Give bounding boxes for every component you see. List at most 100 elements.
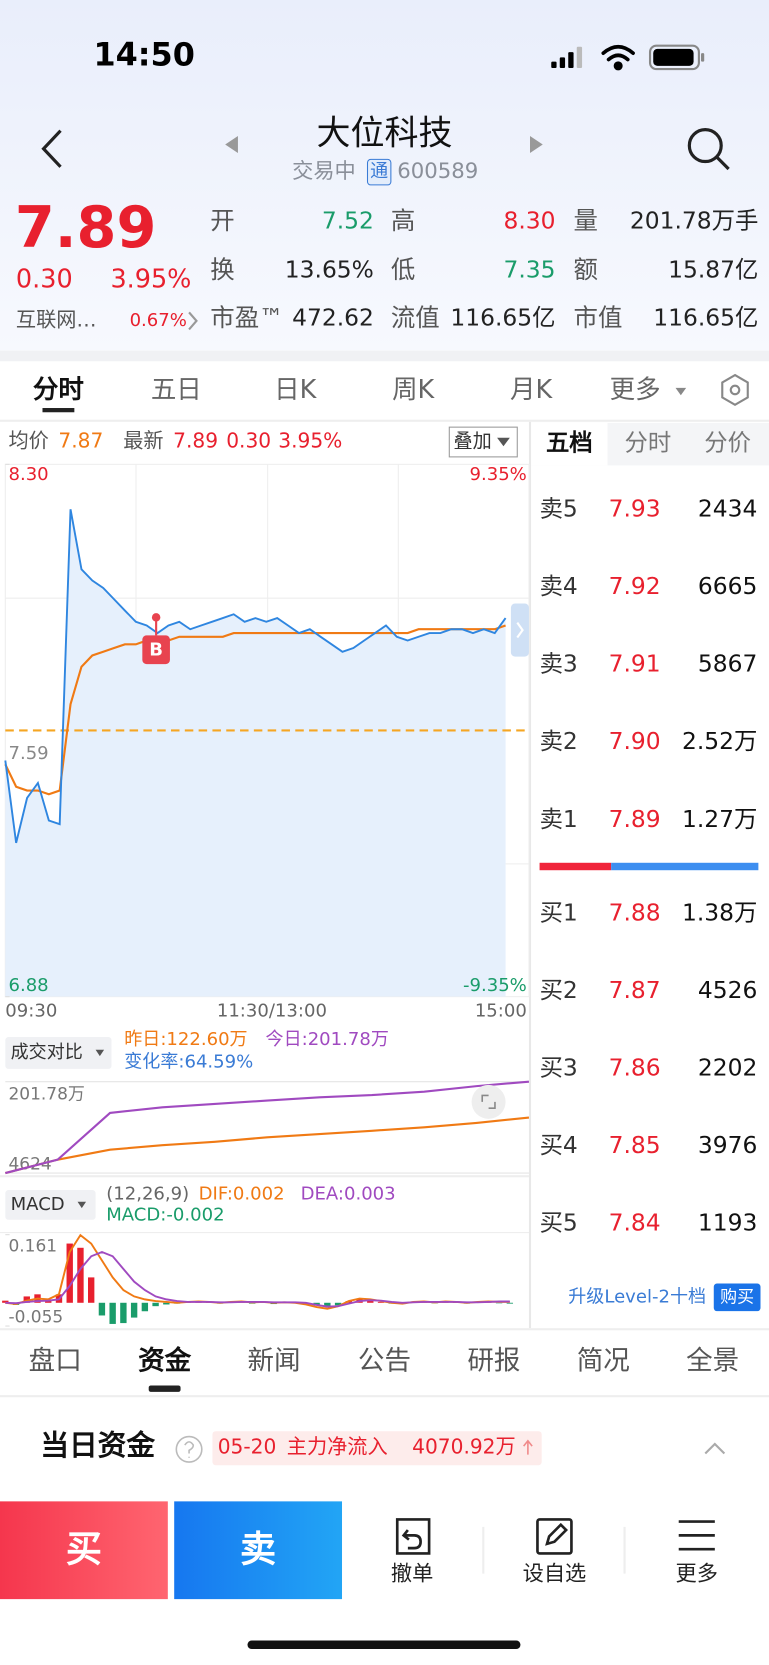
chart-tabs: 分时 五日 日K 周K 月K 更多 [33,375,661,413]
action-separator [623,1526,626,1574]
macd-bar [2,1300,9,1303]
macd-bar [109,1302,116,1324]
book-tab[interactable]: 分时 [625,429,672,457]
chart-tab[interactable]: 分时 [33,375,84,405]
stock-name: 大位科技 [317,113,453,153]
y-tick-label: -0.055 [8,1308,63,1328]
chart-tab[interactable]: 日K [274,375,317,405]
macd-divider [0,1175,529,1178]
book-tab[interactable]: 五档 [546,429,593,457]
next-stock[interactable] [530,136,543,154]
buy-label: 买 [66,1527,102,1570]
volume-selector-label: 成交对比 [11,1042,83,1063]
book-price: 7.87 [609,976,661,1004]
buy-marker: B [142,613,170,665]
chart-tab[interactable]: 月K [510,375,553,405]
sector-change: 0.67% [130,310,187,331]
sector-name[interactable]: 互联网… [16,307,97,331]
macd-bar [334,1302,342,1306]
pct-bottom: -9.35% [463,975,527,996]
book-volume: 1.27万 [682,805,757,833]
detail-tab[interactable]: 全景 [686,1346,739,1377]
avg-label: 均价 [8,429,48,453]
book-label: 卖4 [540,572,578,600]
book-label: 买3 [540,1053,578,1081]
chart-tab[interactable]: 五日 [151,375,202,405]
chart-tab[interactable]: 周K [392,375,435,405]
today-line [5,1080,530,1175]
macd-bar [98,1302,106,1316]
y-tick-label: 6.88 [8,975,48,996]
stat-label: 市盈™ [210,303,283,332]
latest-price: 7.89 [173,429,218,453]
stat-value: 116.65亿 [653,303,758,331]
book-price: 7.91 [609,650,661,678]
prev-stock[interactable] [225,136,238,154]
expand-icon [481,1094,496,1110]
book-label: 买2 [540,976,578,1004]
connect-badge-box [366,158,392,186]
stat-label: 低 [391,255,415,284]
more-label: 更多 [676,1562,718,1587]
help-icon[interactable] [175,1435,203,1463]
fund-date: 05-20 [218,1435,277,1459]
watchlist-button[interactable] [536,1518,573,1555]
side-handle[interactable] [510,603,529,657]
back-button[interactable] [41,129,62,168]
overlay-dropdown-icon [497,437,510,447]
detail-tab[interactable]: 简况 [577,1346,630,1377]
book-volume: 6665 [698,572,757,600]
detail-tab[interactable]: 公告 [358,1346,411,1377]
detail-tab[interactable]: 研报 [467,1346,520,1377]
book-label: 卖1 [540,805,578,833]
macd-bar [495,1302,503,1304]
x-tick-label: 09:30 [5,1001,57,1022]
stat-value: 8.30 [504,207,556,235]
macd-bar [377,1301,385,1303]
stat-label: 额 [574,255,598,284]
action-separator [482,1526,485,1574]
upgrade-link[interactable]: 升级Level-2十档 [568,1286,706,1307]
detail-tab[interactable]: 新闻 [247,1346,300,1377]
search-button[interactable] [687,128,730,171]
book-volume: 1193 [698,1209,757,1237]
expand-button[interactable] [471,1084,506,1119]
fund-title: 当日资金 [40,1428,155,1462]
macd-selector[interactable] [5,1190,96,1220]
collapse-button[interactable] [704,1442,726,1455]
book-label: 买4 [540,1131,578,1159]
detail-tab[interactable]: 盘口 [29,1346,82,1377]
book-tab[interactable]: 分价 [704,429,751,457]
stat-value: 15.87亿 [668,255,758,283]
settings-icon[interactable] [721,373,749,407]
sector-arrow[interactable] [188,311,198,331]
volume-dropdown-icon [95,1049,105,1057]
detail-tab[interactable]: 资金 [138,1346,192,1377]
chart-tab[interactable]: 更多 [610,375,661,405]
volume-selector[interactable] [5,1037,112,1069]
avg-price: 7.87 [58,429,103,453]
watchlist-label: 设自选 [523,1562,587,1587]
y-tick-label: 8.30 [8,464,48,485]
book-label: 卖3 [540,650,578,678]
book-label: 卖5 [540,495,578,523]
macd-bar [506,1302,514,1304]
fund-summary-box [212,1431,542,1466]
book-label: 卖2 [540,727,578,755]
more-dropdown-icon[interactable] [675,387,687,396]
y-tick-label: 0.161 [8,1236,57,1256]
fund-label: 主力净流入 [287,1435,388,1459]
detail-tabs: 盘口 资金 新闻 公告 研报 简况 全景 [29,1346,739,1392]
wifi-icon [601,44,635,71]
help-icon-mark [184,1441,195,1458]
stat-label: 开 [210,206,234,235]
sell-button[interactable] [174,1501,343,1600]
cancel-button[interactable] [395,1518,431,1555]
purchase-button[interactable] [713,1283,761,1312]
book-price: 7.84 [609,1209,661,1237]
buy-button[interactable] [0,1501,168,1600]
cancel-label: 撤单 [391,1562,433,1587]
more-button[interactable] [678,1520,715,1551]
